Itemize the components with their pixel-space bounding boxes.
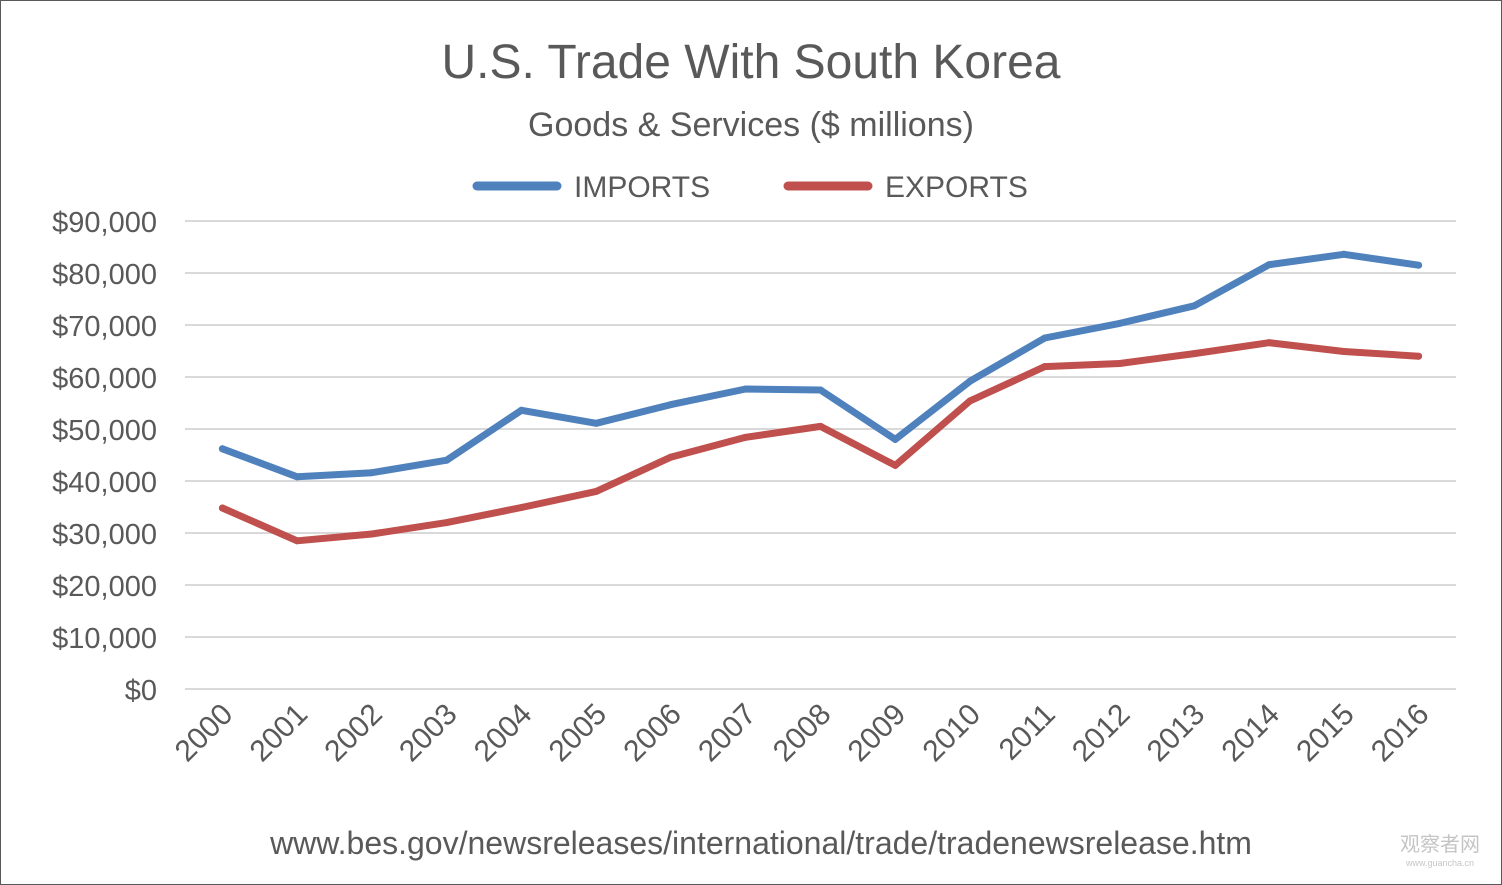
x-tick-label: 2015	[1290, 698, 1361, 769]
data-point-imports	[1190, 302, 1198, 310]
data-point-exports	[667, 453, 675, 461]
data-point-exports	[1265, 339, 1273, 347]
data-point-imports	[1340, 250, 1348, 258]
data-point-imports	[368, 469, 376, 477]
y-tick-label: $80,000	[52, 259, 157, 291]
data-point-exports	[218, 504, 226, 512]
x-tick-label: 2010	[916, 698, 987, 769]
series-lines	[218, 250, 1423, 545]
data-point-exports	[742, 433, 750, 441]
watermark-logo: 观察者网 www.guancha.cn	[1400, 833, 1480, 868]
x-tick-label: 2008	[767, 698, 838, 769]
x-tick-label: 2001	[244, 698, 315, 769]
legend-label-imports: IMPORTS	[574, 171, 710, 204]
x-tick-label: 2016	[1365, 698, 1436, 769]
y-tick-label: $70,000	[52, 311, 157, 343]
y-tick-label: $40,000	[52, 467, 157, 499]
data-point-imports	[817, 386, 824, 394]
data-point-exports	[517, 504, 525, 512]
y-tick-label: $50,000	[52, 415, 157, 447]
watermark-subtext: www.guancha.cn	[1405, 858, 1474, 868]
watermark-text: 观察者网	[1400, 833, 1480, 856]
data-point-imports	[667, 401, 675, 409]
data-point-exports	[817, 422, 824, 430]
data-point-exports	[592, 487, 600, 495]
chart-title: U.S. Trade With South Korea	[442, 36, 1061, 89]
source-url: www.bes.gov/newsreleases/international/t…	[269, 825, 1252, 861]
x-tick-label: 2006	[617, 698, 688, 769]
data-point-exports	[1041, 363, 1049, 371]
data-point-imports	[891, 435, 899, 443]
data-point-imports	[218, 445, 226, 453]
data-point-imports	[443, 456, 451, 464]
data-point-imports	[966, 377, 974, 385]
x-tick-label: 2013	[1141, 698, 1212, 769]
data-point-exports	[443, 519, 451, 527]
x-tick-label: 2000	[169, 698, 240, 769]
legend-label-exports: EXPORTS	[885, 171, 1028, 204]
data-point-exports	[1190, 350, 1198, 358]
legend: IMPORTS EXPORTS	[472, 171, 1028, 204]
data-point-exports	[966, 397, 974, 405]
y-tick-label: $10,000	[52, 623, 157, 655]
x-tick-label: 2002	[318, 698, 389, 769]
series-line-imports	[218, 250, 1423, 481]
y-tick-label: $90,000	[52, 207, 157, 239]
data-point-imports	[1415, 261, 1423, 269]
data-point-exports	[293, 537, 301, 545]
data-point-imports	[1265, 261, 1273, 269]
data-point-imports	[1116, 319, 1124, 327]
series-line-exports	[218, 339, 1423, 545]
x-tick-label: 2011	[993, 698, 1062, 767]
chart-subtitle: Goods & Services ($ millions)	[528, 106, 974, 144]
x-tick-label: 2004	[468, 698, 539, 769]
y-axis-tick-labels: $0 $10,000 $20,000 $30,000 $40,000 $50,000 $60…	[52, 207, 157, 707]
x-tick-label: 2014	[1216, 698, 1287, 769]
y-tick-label: $20,000	[52, 571, 157, 603]
x-tick-label: 2009	[842, 698, 913, 769]
data-point-exports	[368, 530, 376, 538]
data-point-exports	[891, 461, 899, 469]
data-point-imports	[517, 406, 525, 414]
x-tick-label: 2003	[393, 698, 464, 769]
data-point-imports	[592, 419, 600, 427]
x-tick-label: 2007	[692, 698, 763, 769]
data-point-imports	[293, 473, 301, 481]
data-point-imports	[1041, 334, 1049, 342]
data-point-imports	[742, 385, 750, 393]
y-tick-label: $0	[125, 675, 157, 707]
x-tick-label: 2012	[1066, 698, 1137, 769]
gridlines	[185, 220, 1456, 690]
data-point-exports	[1340, 348, 1348, 356]
x-axis-tick-labels: 2000 2001 2002 2003 2004 2005 2006 2007 2008 2009…	[169, 698, 1436, 769]
x-tick-label: 2005	[543, 698, 614, 769]
y-tick-label: $30,000	[52, 519, 157, 551]
data-point-exports	[1415, 352, 1423, 360]
y-tick-label: $60,000	[52, 363, 157, 395]
data-point-exports	[1116, 359, 1124, 367]
